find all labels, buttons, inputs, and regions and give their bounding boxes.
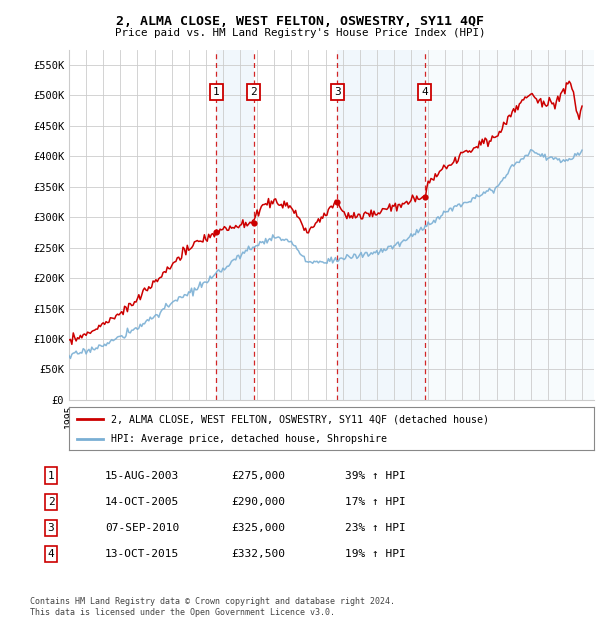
Bar — [337, 50, 425, 400]
Text: Contains HM Land Registry data © Crown copyright and database right 2024.
This d: Contains HM Land Registry data © Crown c… — [30, 598, 395, 617]
Text: £290,000: £290,000 — [231, 497, 285, 507]
Text: 19% ↑ HPI: 19% ↑ HPI — [345, 549, 406, 559]
Text: 2: 2 — [250, 87, 257, 97]
Text: 3: 3 — [47, 523, 55, 533]
Text: 15-AUG-2003: 15-AUG-2003 — [105, 471, 179, 480]
Text: 4: 4 — [421, 87, 428, 97]
Text: 14-OCT-2005: 14-OCT-2005 — [105, 497, 179, 507]
Text: 3: 3 — [334, 87, 341, 97]
Text: 23% ↑ HPI: 23% ↑ HPI — [345, 523, 406, 533]
Text: 4: 4 — [47, 549, 55, 559]
Text: 07-SEP-2010: 07-SEP-2010 — [105, 523, 179, 533]
Text: 1: 1 — [47, 471, 55, 480]
Text: 2, ALMA CLOSE, WEST FELTON, OSWESTRY, SY11 4QF (detached house): 2, ALMA CLOSE, WEST FELTON, OSWESTRY, SY… — [111, 414, 489, 424]
Text: £332,500: £332,500 — [231, 549, 285, 559]
Bar — [425, 50, 594, 400]
Text: £325,000: £325,000 — [231, 523, 285, 533]
Text: Price paid vs. HM Land Registry's House Price Index (HPI): Price paid vs. HM Land Registry's House … — [115, 28, 485, 38]
Text: 2, ALMA CLOSE, WEST FELTON, OSWESTRY, SY11 4QF: 2, ALMA CLOSE, WEST FELTON, OSWESTRY, SY… — [116, 15, 484, 28]
Bar — [217, 50, 254, 400]
Text: 13-OCT-2015: 13-OCT-2015 — [105, 549, 179, 559]
Text: 17% ↑ HPI: 17% ↑ HPI — [345, 497, 406, 507]
Text: 2: 2 — [47, 497, 55, 507]
Text: HPI: Average price, detached house, Shropshire: HPI: Average price, detached house, Shro… — [111, 435, 387, 445]
Text: 39% ↑ HPI: 39% ↑ HPI — [345, 471, 406, 480]
Text: £275,000: £275,000 — [231, 471, 285, 480]
Text: 1: 1 — [213, 87, 220, 97]
